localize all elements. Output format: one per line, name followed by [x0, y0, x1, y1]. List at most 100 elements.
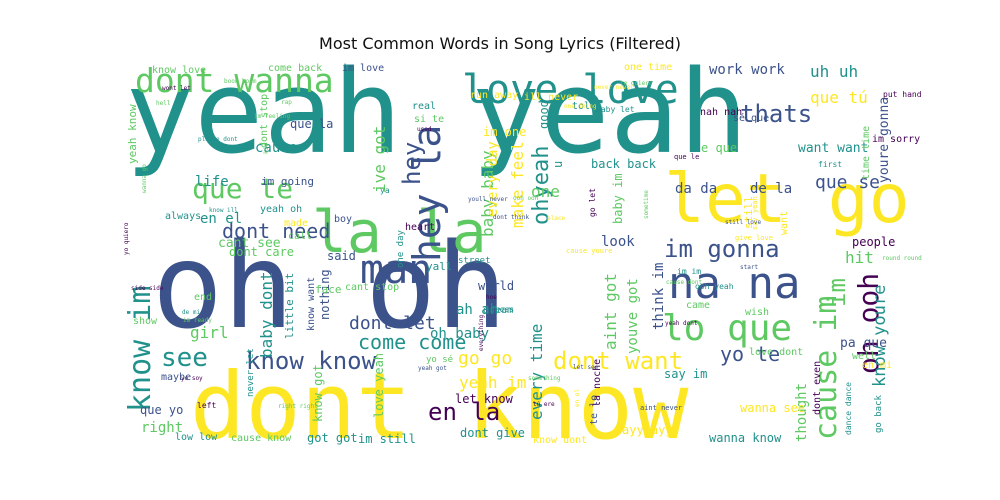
word-82: world [478, 279, 514, 293]
word-106: boy [334, 214, 352, 225]
word-130: si te [414, 114, 444, 125]
word-0: yeah yeah [125, 46, 748, 180]
word-180: one thing [564, 103, 597, 110]
word-151: yeah dont [665, 320, 698, 327]
word-2: dont know [190, 353, 689, 460]
word-150: hoe [486, 294, 497, 301]
word-6: na na [668, 258, 800, 309]
word-79: cant see [218, 236, 281, 251]
word-139: go let [588, 188, 597, 217]
word-56: aint got [601, 273, 620, 350]
word-48: baby dont [257, 271, 276, 358]
word-15: que te [192, 172, 293, 205]
word-120: la noche [592, 359, 603, 407]
word-80: pa que [840, 336, 887, 351]
word-104: made [284, 218, 308, 229]
word-93: dont even [812, 361, 823, 415]
word-138: guess [490, 305, 514, 314]
word-127: always [165, 211, 201, 222]
word-105: call [288, 231, 312, 242]
word-177: rap [281, 99, 292, 106]
word-178: boom boom [224, 78, 257, 85]
word-13: oh ooh [852, 273, 885, 374]
word-101: e que [701, 141, 737, 155]
word-45: que tú [810, 88, 868, 107]
word-37: yeah im [459, 373, 526, 392]
word-147: put hand [883, 90, 922, 99]
chart-title: Most Common Words in Song Lyrics (Filter… [319, 34, 681, 53]
word-155: place [547, 215, 565, 222]
word-74: que la [290, 117, 333, 131]
word-30: que se [815, 172, 880, 193]
word-65: know love [152, 65, 206, 76]
word-108: one day [396, 229, 406, 268]
word-134: want [779, 211, 790, 235]
word-111: cant stop [345, 282, 399, 293]
word-24: yo te [720, 342, 780, 366]
word-19: en la [428, 398, 500, 426]
word-173: please dont [198, 136, 238, 143]
word-158: youll never [468, 196, 508, 203]
word-102: sé que [733, 112, 769, 124]
word-35: one [531, 182, 560, 201]
word-141: still love [725, 219, 762, 226]
word-55: think im [651, 263, 667, 330]
word-38: want want [798, 141, 868, 156]
word-9: man [360, 247, 432, 293]
word-123: wish [745, 307, 769, 318]
word-46: oh baby [430, 326, 489, 342]
word-60: wanna know [709, 431, 782, 445]
word-116: cause know [231, 433, 292, 444]
word-94: love dont [749, 347, 803, 358]
word-133: back back [591, 157, 657, 171]
word-72: real [412, 101, 436, 112]
word-148: round round [882, 255, 922, 262]
word-145: que le [674, 153, 699, 161]
word-100: baby im [611, 173, 625, 224]
word-33: ive got [370, 126, 389, 193]
word-137: left [197, 401, 216, 410]
word-170: side side [131, 285, 164, 292]
word-183: something [528, 375, 561, 382]
word-31: girl [190, 323, 229, 342]
word-99: still [742, 196, 755, 229]
word-129: never let [246, 348, 256, 397]
word-135: dance dance [844, 382, 853, 435]
word-29: dont let [349, 313, 436, 334]
word-149: start [740, 264, 758, 271]
word-90: dont stop [259, 94, 270, 148]
word-22: dont need [222, 219, 330, 243]
word-124: im im [677, 267, 701, 276]
word-39: make feel [508, 141, 527, 228]
word-118: yo sé [426, 354, 453, 365]
word-52: know got [311, 364, 325, 422]
word-57: youve got [625, 278, 641, 354]
word-159: let see [573, 364, 599, 371]
word-136: ya [380, 186, 390, 195]
word-92: go back [874, 394, 884, 433]
word-26: know youre [870, 285, 890, 387]
word-163: en el [574, 389, 581, 407]
word-143: cause youre [566, 247, 612, 255]
word-171: wanna go [141, 164, 148, 193]
word-97: im sorry [872, 134, 920, 145]
word-107: street [458, 256, 491, 266]
word-36: hit [845, 248, 874, 267]
word-41: thought [794, 383, 810, 442]
word-14: cause im [809, 296, 844, 441]
word-32: uh uh [810, 62, 858, 81]
word-53: got got [307, 431, 358, 445]
word-78: said [327, 249, 356, 263]
word-121: know dont [533, 435, 587, 446]
word-181: never never [594, 84, 634, 91]
word-91: im going [261, 175, 314, 188]
word-154: ooh ooh [513, 195, 539, 202]
word-43: cause [255, 140, 297, 156]
word-142: give love [735, 234, 773, 242]
word-86: little bit [283, 273, 296, 339]
word-103: nah nah [700, 107, 742, 118]
word-64: life [195, 174, 229, 190]
word-172: know ill [209, 207, 238, 214]
word-152: cause dont [666, 279, 703, 286]
